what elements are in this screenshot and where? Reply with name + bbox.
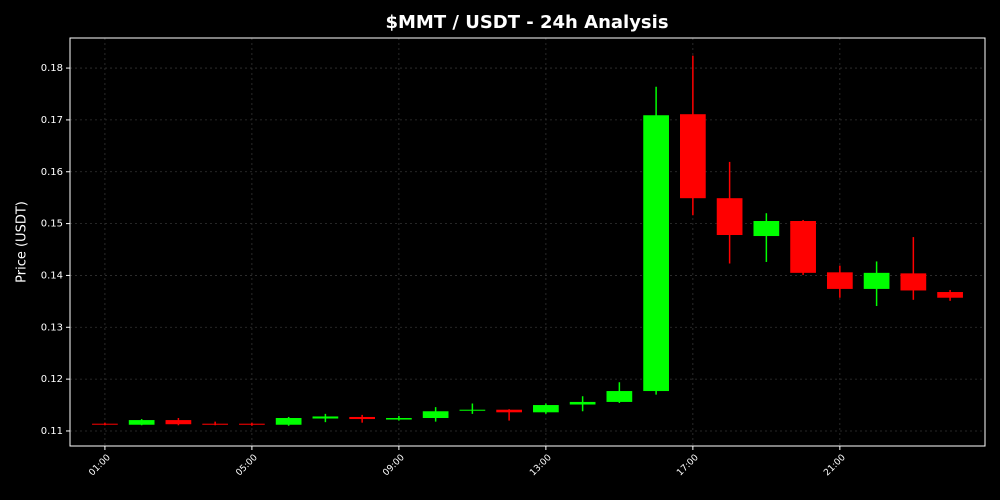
candle-body — [459, 409, 486, 411]
y-axis-label: Price (USDT) — [15, 201, 30, 283]
candle-body — [863, 272, 890, 289]
y-tick-label: 0.18 — [41, 63, 63, 74]
y-tick-label: 0.11 — [41, 426, 63, 437]
candle-body — [202, 423, 229, 425]
candle-body — [92, 423, 118, 425]
candle-body — [900, 273, 927, 291]
candle-body — [569, 401, 596, 405]
candle-body — [606, 391, 633, 402]
candle-body — [496, 409, 522, 413]
candle-body — [422, 411, 449, 419]
plot-frame — [69, 37, 986, 447]
y-tick-label: 0.14 — [41, 270, 63, 281]
y-tick-label: 0.17 — [41, 115, 63, 126]
y-tick-label: 0.16 — [41, 167, 63, 178]
candle-body — [312, 416, 339, 419]
candle-body — [386, 418, 412, 420]
candle-body — [239, 423, 265, 425]
candle-body — [349, 416, 375, 420]
candle-body — [716, 198, 743, 236]
candle-body — [826, 272, 853, 289]
y-tick-label: 0.15 — [41, 219, 63, 230]
candle-body — [680, 114, 706, 199]
y-tick-label: 0.13 — [41, 322, 63, 333]
candle-body — [128, 420, 155, 425]
candle-body — [753, 221, 780, 237]
chart-title: $MMT / USDT - 24h Analysis — [385, 12, 668, 33]
candle-body — [165, 420, 192, 425]
y-tick-label: 0.12 — [41, 374, 63, 385]
candle-body — [937, 292, 963, 298]
candle-body — [790, 221, 816, 273]
candle-body — [275, 418, 302, 425]
candle-body — [643, 115, 669, 392]
candle-body — [533, 405, 559, 413]
